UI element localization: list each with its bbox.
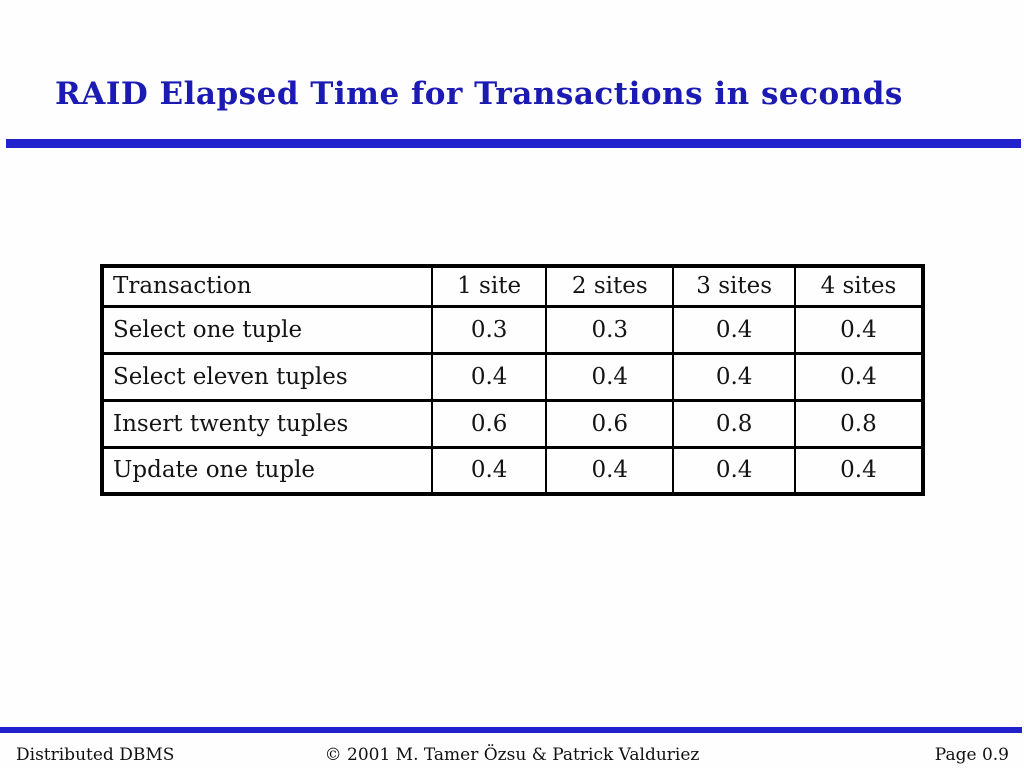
value-cell: 0.6 — [431, 398, 548, 449]
row-label: Select eleven tuples — [100, 351, 434, 402]
value-cell: 0.3 — [431, 304, 548, 355]
table-header-row: Transaction 1 site 2 sites 3 sites 4 sit… — [100, 264, 925, 308]
row-label: Insert twenty tuples — [100, 398, 434, 449]
value-cell: 0.3 — [545, 304, 675, 355]
footer-center-text: © 2001 M. Tamer Özsu & Patrick Valduriez — [324, 745, 700, 765]
value-cell: 0.4 — [545, 351, 675, 402]
value-cell: 0.4 — [793, 351, 925, 402]
value-cell: 0.4 — [672, 351, 796, 402]
title-underline-rule — [6, 139, 1021, 148]
value-cell: 0.4 — [793, 445, 925, 496]
footer-left-text: Distributed DBMS — [16, 745, 175, 765]
transactions-table: Transaction 1 site 2 sites 3 sites 4 sit… — [100, 264, 925, 496]
value-cell: 0.4 — [545, 445, 675, 496]
value-cell: 0.8 — [793, 398, 925, 449]
column-header-transaction: Transaction — [100, 264, 434, 308]
column-header-1-site: 1 site — [431, 264, 548, 308]
footer-right-text: Page 0.9 — [934, 745, 1009, 765]
table-row: Select eleven tuples 0.4 0.4 0.4 0.4 — [100, 351, 925, 402]
table-row: Update one tuple 0.4 0.4 0.4 0.4 — [100, 445, 925, 496]
column-header-3-sites: 3 sites — [672, 264, 796, 308]
column-header-4-sites: 4 sites — [793, 264, 925, 308]
table-row: Insert twenty tuples 0.6 0.6 0.8 0.8 — [100, 398, 925, 449]
page-title: RAID Elapsed Time for Transactions in se… — [55, 76, 903, 112]
value-cell: 0.4 — [793, 304, 925, 355]
value-cell: 0.8 — [672, 398, 796, 449]
value-cell: 0.6 — [545, 398, 675, 449]
footer-divider-rule — [0, 727, 1022, 733]
value-cell: 0.4 — [431, 351, 548, 402]
value-cell: 0.4 — [672, 304, 796, 355]
value-cell: 0.4 — [672, 445, 796, 496]
row-label: Select one tuple — [100, 304, 434, 355]
table-row: Select one tuple 0.3 0.3 0.4 0.4 — [100, 304, 925, 355]
value-cell: 0.4 — [431, 445, 548, 496]
column-header-2-sites: 2 sites — [545, 264, 675, 308]
row-label: Update one tuple — [100, 445, 434, 496]
